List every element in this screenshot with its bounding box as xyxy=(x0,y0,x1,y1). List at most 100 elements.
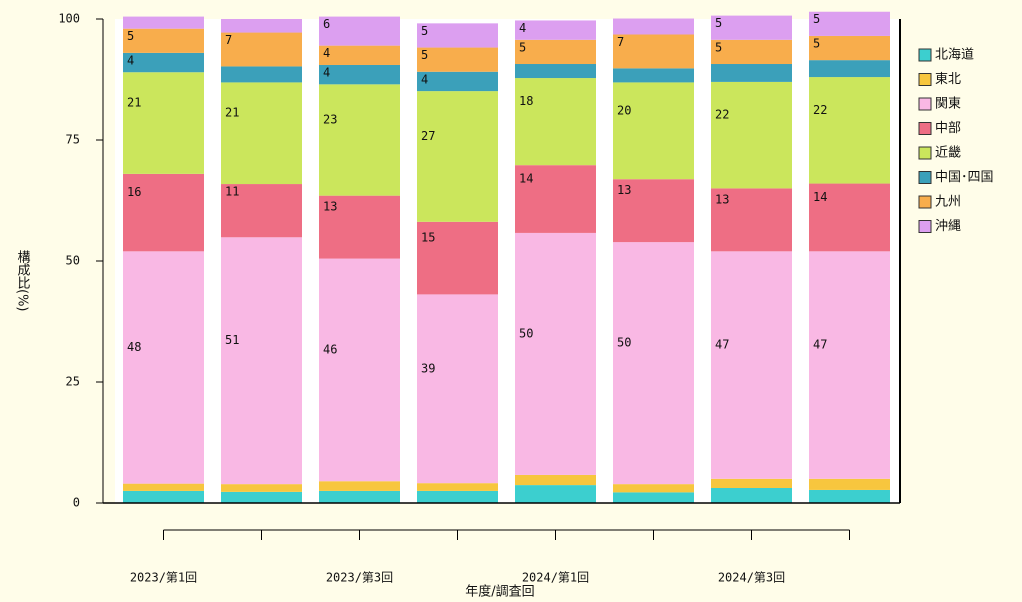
bar-segment xyxy=(123,28,204,53)
bar-segment xyxy=(613,18,694,35)
bar-segment xyxy=(711,81,792,189)
bar-segment xyxy=(613,492,694,503)
data-label: 13 xyxy=(323,200,337,214)
data-label: 22 xyxy=(715,108,729,122)
legend-label: 沖縄 xyxy=(935,219,961,234)
bar-segment xyxy=(221,66,302,83)
bar-segment xyxy=(221,484,302,492)
bar-segment xyxy=(123,173,204,252)
bar-segment xyxy=(613,179,694,243)
data-label: 5 xyxy=(127,29,134,43)
y-tick-label: 0 xyxy=(73,496,80,510)
legend-swatch xyxy=(918,48,932,62)
bar-segment xyxy=(319,258,400,482)
data-label: 21 xyxy=(127,96,141,110)
legend-label: 近畿 xyxy=(935,146,961,161)
data-label: 15 xyxy=(421,231,435,245)
data-label: 18 xyxy=(519,94,533,108)
data-label: 5 xyxy=(715,40,722,54)
bar-segment xyxy=(123,490,204,503)
data-label: 5 xyxy=(519,40,526,54)
bar-segment xyxy=(221,19,302,33)
data-label: 13 xyxy=(715,192,729,206)
x-tick-label: 2024/第3回 xyxy=(718,571,785,585)
data-label: 47 xyxy=(715,338,729,352)
bar-segment xyxy=(319,195,400,259)
bar-segment xyxy=(809,489,890,503)
data-label: 39 xyxy=(421,361,435,375)
data-label: 11 xyxy=(225,185,239,199)
data-label: 4 xyxy=(421,72,428,86)
data-label: 7 xyxy=(225,33,232,47)
bar-segment xyxy=(613,34,694,69)
legend-label: 東北 xyxy=(935,71,961,87)
bar-segment xyxy=(221,491,302,503)
bar-segment xyxy=(319,64,400,85)
data-label: 5 xyxy=(421,48,428,62)
bar-segment xyxy=(515,165,596,233)
bar-segment xyxy=(711,64,792,82)
bar-segment xyxy=(515,20,596,40)
bar-segment xyxy=(613,242,694,485)
data-label: 21 xyxy=(225,106,239,120)
y-tick-label: 100 xyxy=(58,12,80,26)
data-label: 5 xyxy=(715,16,722,30)
x-tick-label: 2023/第3回 xyxy=(326,571,393,585)
bar-segment xyxy=(123,16,204,29)
bar-segment xyxy=(221,32,302,67)
data-label: 4 xyxy=(519,21,526,35)
bar-segment xyxy=(515,64,596,79)
data-label: 14 xyxy=(813,190,827,204)
data-label: 22 xyxy=(813,103,827,117)
bar-segment xyxy=(711,39,792,65)
bar-segment xyxy=(123,72,204,174)
data-label: 5 xyxy=(813,12,820,26)
data-label: 14 xyxy=(519,172,533,186)
data-label: 51 xyxy=(225,333,239,347)
data-label: 50 xyxy=(519,326,533,340)
bar-segment xyxy=(319,45,400,65)
x-tick-label: 2023/第1回 xyxy=(130,571,197,585)
legend-label: 中部 xyxy=(935,121,961,136)
bar-segment xyxy=(711,15,792,40)
data-label: 4 xyxy=(127,53,134,67)
bar-segment xyxy=(221,82,302,185)
bar-segment xyxy=(417,91,498,222)
bar-segment xyxy=(319,481,400,491)
legend-swatch xyxy=(918,97,932,111)
legend-swatch xyxy=(918,171,932,184)
bar-segment xyxy=(613,484,694,493)
bar-segment xyxy=(221,184,302,238)
legend-swatch xyxy=(918,146,932,160)
bar-segment xyxy=(515,474,596,486)
data-label: 23 xyxy=(323,113,337,127)
bar-segment xyxy=(809,35,890,61)
bar-segment xyxy=(613,82,694,180)
bar-segment xyxy=(417,221,498,295)
y-tick-label: 75 xyxy=(66,133,80,147)
y-tick-label: 50 xyxy=(66,254,80,268)
legend-label: 中国･四国 xyxy=(935,170,994,185)
bar-segment xyxy=(515,78,596,166)
bar-segment xyxy=(711,251,792,479)
data-label: 13 xyxy=(617,183,631,197)
bar-segment xyxy=(809,11,890,36)
data-label: 46 xyxy=(323,342,337,356)
bar-segment xyxy=(809,183,890,252)
data-label: 7 xyxy=(617,35,624,49)
x-tick-label: 2024/第1回 xyxy=(522,571,589,585)
data-label: 16 xyxy=(127,185,141,199)
legend-label: 九州 xyxy=(935,195,961,210)
bar-segment xyxy=(123,251,204,484)
legend-label: 北海道 xyxy=(935,48,974,63)
bar-segment xyxy=(123,52,204,73)
bar-segment xyxy=(417,71,498,92)
bar-segment xyxy=(809,251,890,479)
bar-segment xyxy=(515,485,596,503)
data-label: 27 xyxy=(421,129,435,143)
bar-segment xyxy=(123,483,204,491)
data-label: 20 xyxy=(617,103,631,117)
y-axis-title: 構成比(%) xyxy=(15,250,31,312)
bar-segment xyxy=(515,232,596,475)
bar-segment xyxy=(711,188,792,252)
